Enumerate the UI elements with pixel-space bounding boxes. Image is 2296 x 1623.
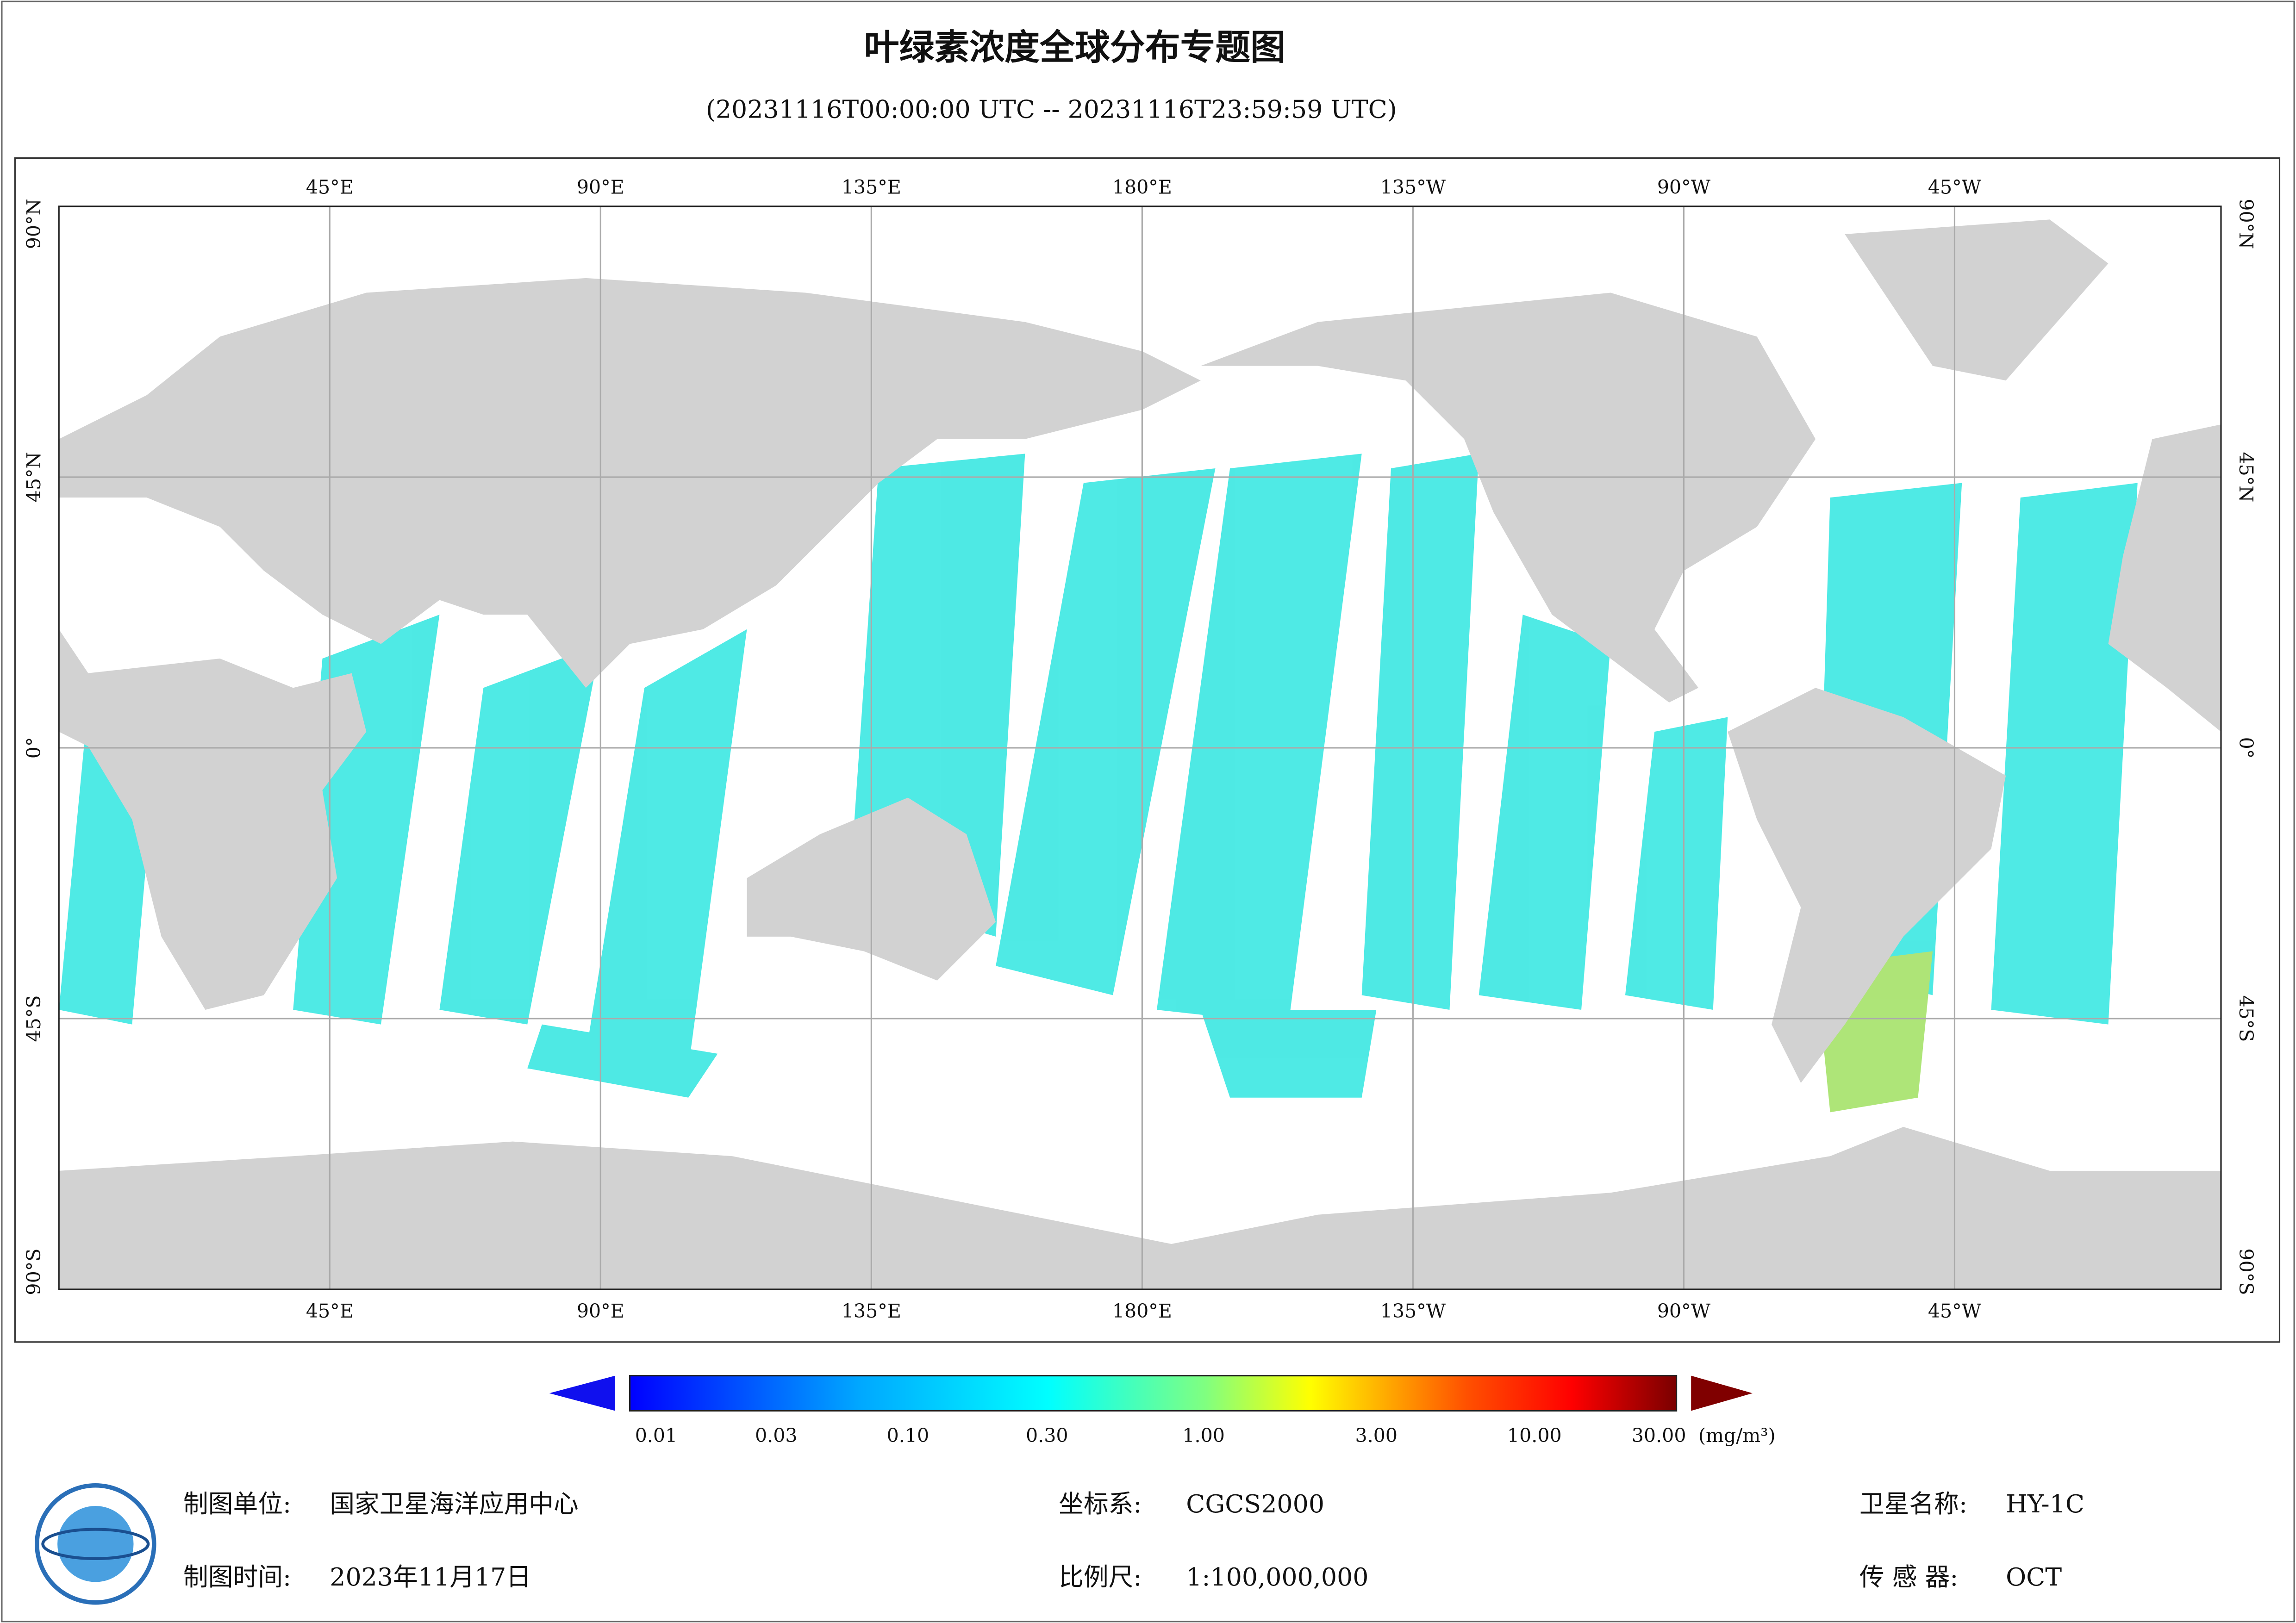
lat-label-left: 90°S bbox=[23, 1249, 45, 1295]
lon-label-top: 135°E bbox=[842, 176, 901, 198]
crs: CGCS2000 bbox=[1186, 1489, 1324, 1518]
lat-label-left: 45°N bbox=[23, 452, 45, 502]
swath bbox=[439, 644, 601, 1025]
north-america bbox=[1200, 292, 1816, 703]
subtitle: (20231116T00:00:00 UTC -- 20231116T23:59… bbox=[706, 94, 1397, 124]
lon-label-top: 45°E bbox=[306, 176, 354, 198]
lon-label-top: 45°W bbox=[1928, 176, 1982, 198]
swath bbox=[527, 1024, 718, 1098]
lat-label-left: 0° bbox=[23, 737, 45, 759]
sensor-label: 传 感 器: bbox=[1859, 1562, 1959, 1592]
colorbar-label: 3.00 bbox=[1355, 1424, 1398, 1447]
lat-label-right: 90°N bbox=[2235, 199, 2257, 249]
lat-label-right: 45°S bbox=[2235, 995, 2257, 1042]
lat-label-right: 0° bbox=[2235, 737, 2257, 759]
land bbox=[59, 219, 2221, 1289]
lon-label-bottom: 90°E bbox=[577, 1300, 624, 1322]
ocean-swaths bbox=[59, 454, 2138, 1113]
lon-label-bottom: 180°E bbox=[1112, 1300, 1172, 1322]
colorbar-low-arrow bbox=[549, 1375, 615, 1411]
logo bbox=[35, 1483, 156, 1605]
sensor: OCT bbox=[2006, 1562, 2062, 1592]
date: 2023年11月17日 bbox=[330, 1562, 531, 1592]
europe-west bbox=[2108, 424, 2221, 732]
colorbar-label: 0.10 bbox=[887, 1424, 930, 1447]
swath bbox=[1625, 717, 1728, 1010]
africa bbox=[59, 629, 367, 1010]
colorbar-high-arrow bbox=[1691, 1375, 1753, 1411]
lon-label-bottom: 45°W bbox=[1928, 1300, 1982, 1322]
satellite: HY-1C bbox=[2006, 1489, 2084, 1518]
colorbar-label: 0.30 bbox=[1026, 1424, 1068, 1447]
colorbar bbox=[629, 1374, 1678, 1412]
lon-label-bottom: 135°W bbox=[1380, 1300, 1446, 1322]
colorbar-label: 0.01 bbox=[635, 1424, 678, 1447]
map-frame bbox=[58, 205, 2222, 1290]
antarctica bbox=[59, 1126, 2221, 1289]
graticule bbox=[59, 206, 2221, 1289]
title: 叶绿素浓度全球分布专题图 bbox=[864, 27, 1286, 68]
scale: 1:100,000,000 bbox=[1186, 1562, 1368, 1592]
colorbar-label: 30.00 bbox=[1632, 1424, 1686, 1447]
swath bbox=[1361, 454, 1479, 1010]
producer: 国家卫星海洋应用中心 bbox=[330, 1489, 579, 1518]
lon-label-top: 90°W bbox=[1657, 176, 1711, 198]
colorbar-unit: (mg/m³) bbox=[1698, 1424, 1776, 1447]
lat-label-left: 90°N bbox=[23, 199, 45, 249]
producer-label: 制图单位: bbox=[183, 1489, 291, 1518]
eurasia bbox=[59, 278, 1201, 688]
satellite-label: 卫星名称: bbox=[1859, 1489, 1967, 1518]
lon-label-bottom: 135°E bbox=[842, 1300, 901, 1322]
colorbar-label: 10.00 bbox=[1507, 1424, 1562, 1447]
lon-label-top: 180°E bbox=[1112, 176, 1172, 198]
south-america bbox=[1728, 688, 2006, 1083]
lat-label-right: 90°S bbox=[2235, 1249, 2257, 1295]
swath bbox=[996, 468, 1216, 995]
swath bbox=[1479, 615, 1611, 1010]
lat-label-right: 45°N bbox=[2235, 452, 2257, 502]
crs-label: 坐标系: bbox=[1059, 1489, 1142, 1518]
date-label: 制图时间: bbox=[183, 1562, 291, 1592]
lon-label-top: 90°E bbox=[577, 176, 624, 198]
greenland bbox=[1845, 219, 2109, 381]
swath bbox=[586, 629, 747, 1069]
swath bbox=[1156, 454, 1362, 1025]
colorbar-label: 0.03 bbox=[755, 1424, 798, 1447]
lat-label-left: 45°S bbox=[23, 995, 45, 1042]
map-border bbox=[14, 157, 2281, 1343]
swath bbox=[1200, 1009, 1377, 1098]
swath bbox=[1991, 483, 2138, 1025]
lon-label-bottom: 90°W bbox=[1657, 1300, 1711, 1322]
scale-label: 比例尺: bbox=[1059, 1562, 1142, 1592]
colorbar-label: 1.00 bbox=[1182, 1424, 1225, 1447]
lon-label-top: 135°W bbox=[1380, 176, 1446, 198]
lon-label-bottom: 45°E bbox=[306, 1300, 354, 1322]
